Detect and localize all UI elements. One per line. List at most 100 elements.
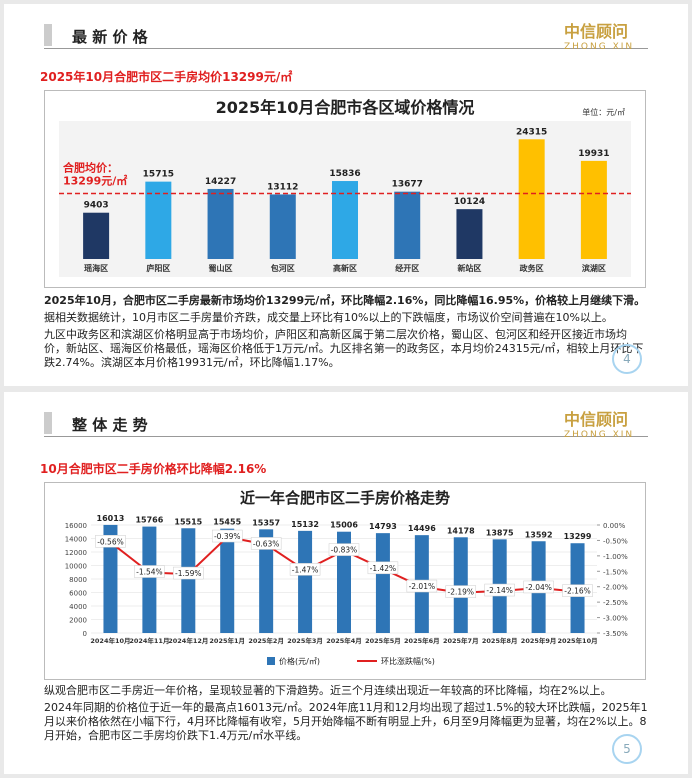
logo: 中信顾问 ZHONG XIN <box>564 18 634 52</box>
data-label: 14793 <box>369 522 397 531</box>
data-label: 13875 <box>486 528 514 537</box>
bar <box>337 531 351 633</box>
bar <box>181 528 196 633</box>
x-tick-label: 经开区 <box>395 263 419 273</box>
label-box <box>484 583 515 597</box>
bar <box>142 526 157 633</box>
y2-tick-label: -1.50% <box>603 568 628 576</box>
data-label: 15715 <box>143 170 174 180</box>
paragraph: 纵观合肥市区二手房近一年价格，呈现较显著的下滑趋势。近三个月连续出现近一年较高的… <box>44 684 612 697</box>
data-label: -0.56% <box>97 537 124 546</box>
bar <box>453 537 468 633</box>
y-tick-label: 6000 <box>69 590 87 598</box>
x-tick-label: 2025年7月 <box>443 636 479 645</box>
bar <box>269 194 296 259</box>
data-label: -2.14% <box>486 586 513 595</box>
label-box <box>406 579 438 593</box>
header-title: 整 体 走 势 <box>72 416 148 434</box>
label-box <box>562 584 593 597</box>
header-title: 最 新 价 格 <box>72 28 148 46</box>
bar <box>83 212 110 259</box>
logo-name: 中信顾问 <box>564 22 629 41</box>
data-label: -1.47% <box>292 565 319 574</box>
chart-box: 近一年合肥市区二手房价格走势 0 2000 4000 6000 8000 10000 1200… <box>44 482 646 680</box>
x-tick-label: 2024年12月 <box>168 636 208 645</box>
x-tick-label: 滨湖区 <box>582 263 606 273</box>
bar <box>518 139 545 259</box>
reference-label: 合肥均价： <box>63 161 118 175</box>
data-label: 15836 <box>329 169 360 179</box>
bar <box>145 181 172 259</box>
bar <box>456 209 483 259</box>
x-tick-label: 庐阳区 <box>146 263 170 273</box>
y2-tick-label: -1.00% <box>603 553 628 561</box>
lead: 2025年10月，合肥市区二手房最新市场均价13299元/㎡，环比降幅2.16%… <box>44 294 646 307</box>
paragraph: 据相关数据统计，10月市区二手房量价齐跌，成交量上环比有10%以上的下跌幅度，市… <box>44 311 613 324</box>
slide: 最 新 价 格 中信顾问 ZHONG XIN 2025年10月合肥市区二手房均价1… <box>4 4 688 386</box>
y-tick-label: 12000 <box>65 549 87 557</box>
x-tick-label: 政务区 <box>520 263 544 273</box>
y2-tick-label: 0.00% <box>603 522 626 530</box>
body-text: 2025年10月，合肥市区二手房最新市场均价13299元/㎡，环比降幅2.16%… <box>44 294 648 373</box>
subtitle: 10月合肥市区二手房价格环比降幅2.16% <box>40 462 267 476</box>
x-tick-label: 2025年6月 <box>404 636 440 645</box>
data-label: -1.42% <box>370 564 397 573</box>
chart-title: 近一年合肥市区二手房价格走势 <box>240 489 450 507</box>
data-label: 14496 <box>408 524 436 533</box>
label-box <box>211 529 243 543</box>
data-label: 19931 <box>578 149 609 159</box>
page-number: 5 <box>612 734 642 764</box>
y2-tick-label: -2.00% <box>603 584 628 592</box>
x-tick-label: 包河区 <box>270 263 295 273</box>
y-tick-label: 10000 <box>65 563 87 571</box>
chart-box: 2025年10月合肥市各区域价格情况 单位：元/㎡ 9403 瑶海区 15715 庐阳区 1… <box>44 90 646 288</box>
label-box <box>523 580 554 594</box>
bar <box>207 188 234 259</box>
page-number: 4 <box>612 344 642 374</box>
data-label: 13112 <box>267 182 298 192</box>
data-label: -1.59% <box>175 569 202 578</box>
y-tick-label: 16000 <box>65 522 87 530</box>
data-label: -2.16% <box>564 587 591 596</box>
logo-pinyin: ZHONG XIN <box>564 430 635 440</box>
y-tick-label: 4000 <box>69 603 87 611</box>
y2-tick-label: -2.50% <box>603 599 628 607</box>
y-tick-label: 2000 <box>69 617 87 625</box>
x-tick-label: 2025年5月 <box>365 636 401 645</box>
label-box <box>134 565 165 578</box>
x-tick-label: 2025年10月 <box>557 636 597 645</box>
data-label: 15455 <box>213 518 241 527</box>
x-tick-label: 2025年4月 <box>326 636 362 645</box>
label-box <box>173 566 204 580</box>
data-label: 9403 <box>84 201 109 211</box>
bar <box>580 160 607 259</box>
x-tick-label: 2025年8月 <box>482 636 518 645</box>
label-box <box>367 561 399 575</box>
y-tick-label: 0 <box>83 630 87 638</box>
label-box <box>95 535 126 548</box>
x-tick-label: 高新区 <box>333 263 357 273</box>
data-label: 15132 <box>291 520 319 529</box>
x-tick-label: 2025年1月 <box>209 636 245 645</box>
logo: 中信顾问 ZHONG XIN <box>564 406 634 440</box>
x-tick-label: 蜀山区 <box>209 263 233 273</box>
data-label: 13299 <box>564 532 592 541</box>
data-label: 13677 <box>392 180 423 190</box>
paragraph: 2024年同期的价格位于近一年的最高点16013元/㎡。2024年底11月和12… <box>44 701 648 742</box>
body-text: 纵观合肥市区二手房近一年价格，呈现较显著的下滑趋势。近三个月连续出现近一年较高的… <box>44 684 648 746</box>
data-label: 15766 <box>135 516 163 525</box>
y2-tick-label: -3.50% <box>603 630 628 638</box>
x-tick-label: 2024年10月 <box>90 636 130 645</box>
data-label: -1.54% <box>136 568 163 577</box>
x-tick-label: 2025年3月 <box>287 636 323 645</box>
data-label: 15357 <box>252 518 280 527</box>
bar <box>375 533 390 633</box>
logo-pinyin: ZHONG XIN <box>564 42 635 52</box>
bar <box>394 191 421 259</box>
header-accent <box>44 412 52 434</box>
header-rule <box>44 48 648 49</box>
x-tick-label: 2025年9月 <box>521 636 557 645</box>
data-label: 16013 <box>97 514 125 523</box>
y-tick-label: 14000 <box>65 536 87 544</box>
